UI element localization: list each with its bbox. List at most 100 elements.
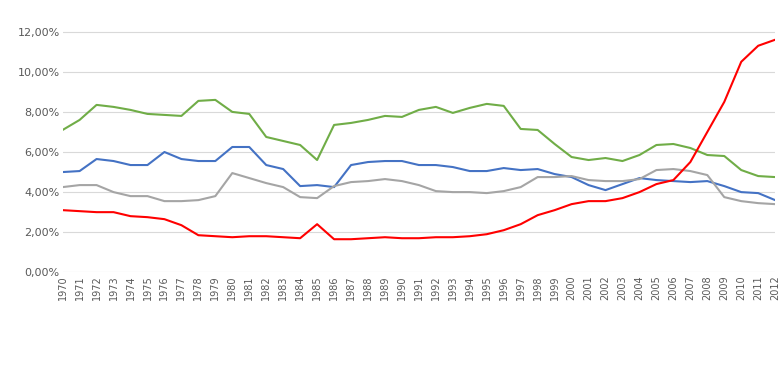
China [330, 237, 339, 242]
Germany [533, 128, 543, 132]
United Kingdom [92, 183, 101, 187]
Germany [601, 156, 610, 160]
United Kingdom [753, 201, 763, 205]
Germany [702, 153, 712, 158]
China [618, 196, 627, 200]
China [720, 100, 729, 104]
France [686, 180, 695, 184]
Germany [414, 108, 424, 112]
France [363, 160, 373, 165]
Germany [431, 105, 441, 109]
United Kingdom [651, 168, 661, 172]
France [567, 175, 576, 179]
United Kingdom [312, 196, 322, 200]
United Kingdom [686, 169, 695, 173]
France [109, 159, 118, 163]
Germany [618, 159, 627, 163]
Germany [753, 174, 763, 179]
United Kingdom [126, 194, 135, 198]
Germany [381, 114, 390, 118]
United Kingdom [516, 185, 525, 189]
China [381, 235, 390, 240]
United Kingdom [550, 175, 559, 179]
Germany [482, 102, 492, 106]
China [92, 210, 101, 214]
China [262, 234, 271, 238]
United Kingdom [193, 198, 203, 202]
Line: United Kingdom: United Kingdom [63, 169, 775, 204]
United Kingdom [228, 171, 237, 175]
France [431, 163, 441, 167]
Germany [363, 117, 373, 122]
United Kingdom [109, 190, 118, 194]
France [58, 170, 67, 174]
France [414, 163, 424, 167]
China [702, 130, 712, 134]
China [279, 235, 288, 240]
Germany [177, 114, 186, 118]
Germany [770, 175, 780, 179]
France [211, 159, 220, 163]
China [414, 236, 424, 240]
China [109, 210, 118, 214]
United Kingdom [143, 194, 152, 198]
China [126, 214, 135, 219]
France [448, 165, 457, 169]
United Kingdom [635, 177, 644, 181]
China [75, 209, 85, 214]
United Kingdom [177, 199, 186, 203]
Germany [262, 135, 271, 139]
China [686, 160, 695, 165]
China [228, 235, 237, 240]
Line: Germany: Germany [63, 100, 775, 177]
Germany [499, 103, 508, 108]
United Kingdom [381, 177, 390, 181]
United Kingdom [211, 194, 220, 198]
United Kingdom [431, 189, 441, 193]
Germany [75, 117, 85, 122]
Germany [737, 168, 746, 172]
France [584, 183, 594, 187]
United Kingdom [279, 185, 288, 189]
France [295, 184, 305, 188]
China [431, 235, 441, 240]
France [193, 159, 203, 163]
China [550, 208, 559, 212]
France [330, 185, 339, 189]
United Kingdom [737, 199, 746, 203]
China [753, 44, 763, 48]
Germany [244, 112, 254, 116]
Germany [92, 103, 101, 107]
France [262, 163, 271, 167]
Germany [312, 158, 322, 162]
France [737, 190, 746, 194]
France [126, 163, 135, 167]
France [533, 167, 543, 172]
Germany [279, 138, 288, 143]
Germany [58, 128, 67, 132]
United Kingdom [330, 184, 339, 188]
China [244, 234, 254, 238]
China [346, 237, 355, 242]
Germany [651, 143, 661, 147]
Germany [720, 154, 729, 158]
United Kingdom [58, 185, 67, 189]
United Kingdom [363, 179, 373, 184]
United Kingdom [669, 167, 678, 172]
France [601, 188, 610, 193]
France [651, 178, 661, 182]
France [770, 198, 780, 202]
France [312, 183, 322, 187]
France [516, 168, 525, 172]
China [448, 235, 457, 240]
France [499, 166, 508, 170]
China [737, 60, 746, 64]
China [482, 232, 492, 237]
China [516, 222, 525, 226]
Germany [686, 145, 695, 150]
China [363, 236, 373, 240]
France [635, 176, 644, 180]
France [397, 159, 406, 163]
United Kingdom [533, 175, 543, 179]
France [143, 163, 152, 167]
